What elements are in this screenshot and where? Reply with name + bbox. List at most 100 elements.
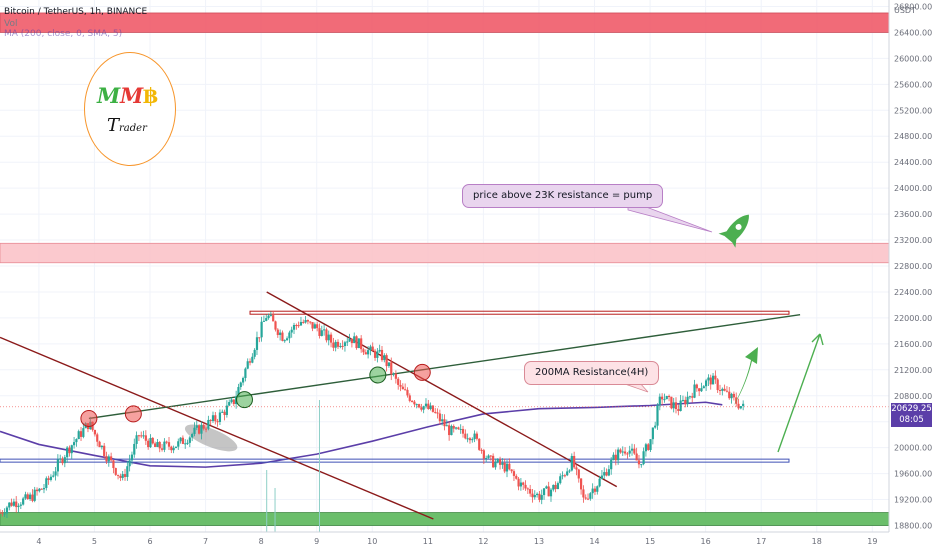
candle-body (742, 403, 745, 407)
candle-body (702, 386, 705, 389)
candle-body (677, 409, 680, 411)
candle-body (327, 334, 330, 341)
candle-body (103, 445, 106, 457)
candle-body (8, 502, 11, 508)
candle-body (202, 424, 205, 429)
candle-body (665, 395, 668, 400)
candle-body (394, 373, 397, 379)
candle-body (54, 471, 57, 476)
candle-body (737, 403, 740, 409)
candle-body (230, 399, 233, 403)
candle-body (438, 413, 441, 422)
candle-body (246, 361, 249, 369)
candle-body (276, 329, 279, 335)
candle-body (415, 404, 418, 406)
candle-body (559, 476, 562, 484)
candle-body (640, 464, 643, 466)
candle-body (360, 338, 363, 350)
candle-body (0, 512, 2, 514)
candle-body (591, 488, 594, 494)
ma-legend[interactable]: MA (200, close, 0, SMA, 5) (4, 29, 123, 39)
arrow-icon (733, 347, 758, 407)
candle-body (399, 384, 402, 387)
candle-body (705, 380, 708, 387)
candle-body (573, 455, 576, 468)
candle-body (735, 397, 738, 404)
candle-body (450, 425, 453, 436)
candle-body (267, 315, 270, 319)
candle-body (110, 456, 113, 461)
candle-body (695, 384, 698, 389)
candle-body (531, 493, 534, 498)
candle-body (334, 341, 337, 348)
candle-body (290, 329, 293, 333)
candle-body (17, 505, 20, 508)
candle-body (244, 368, 247, 378)
candle-body (376, 351, 379, 358)
candle-body (473, 433, 476, 440)
candle-body (635, 453, 638, 461)
y-tick-label: 24400.00 (894, 158, 932, 167)
candle-body (119, 475, 122, 478)
candle-body (385, 355, 388, 367)
last-price-tag: 20629.25 08:05 (891, 403, 932, 427)
candle-body (510, 469, 513, 472)
candle-body (448, 425, 451, 436)
candle-body (116, 474, 120, 476)
candle-body (468, 438, 472, 441)
candle-body (77, 431, 80, 440)
candle-body (147, 440, 150, 448)
candle-body (579, 478, 583, 490)
candle-body (98, 441, 101, 448)
candle-body (404, 389, 407, 391)
drawings (0, 291, 889, 520)
candle-body (549, 489, 553, 497)
time-axis (0, 532, 889, 550)
candle-body (28, 494, 32, 500)
candle-body (105, 456, 108, 462)
candle-body (172, 447, 175, 451)
candle-body (378, 349, 381, 352)
candle-body (19, 504, 22, 506)
candle-body (195, 425, 198, 428)
candle-body (204, 428, 208, 430)
candle-body (12, 501, 15, 506)
candle-body (42, 487, 46, 490)
candle-body (63, 457, 66, 464)
candle-body (647, 444, 650, 450)
candle-body (5, 507, 9, 514)
candle-body (214, 415, 217, 422)
candle-body (570, 455, 573, 471)
candle-body (401, 386, 404, 390)
candle-body (658, 396, 661, 406)
pump-callout[interactable]: price above 23K resistance = pump (462, 184, 664, 208)
candle-body (269, 315, 272, 317)
candle-body (614, 454, 617, 461)
y-tick-label: 19200.00 (894, 496, 932, 505)
candle-body (313, 324, 316, 329)
candle-body (22, 498, 25, 505)
candle-body (649, 439, 652, 450)
candle-body (174, 446, 178, 448)
candle-body (100, 445, 103, 448)
candle-body (436, 412, 439, 414)
candle-body (730, 393, 733, 399)
candle-body (49, 476, 53, 480)
candle-body (556, 483, 560, 490)
x-tick-label: 13 (534, 537, 544, 546)
candle-body (35, 489, 39, 492)
candle-body (612, 454, 615, 461)
top-red-line (249, 310, 790, 315)
candle-body (341, 345, 344, 347)
candle-body (512, 471, 516, 476)
candle-body (410, 400, 414, 402)
descending-line-1 (0, 336, 434, 520)
candle-body (228, 402, 231, 406)
candle-body (630, 448, 634, 451)
candle-body (33, 489, 36, 501)
candle-body (466, 438, 469, 440)
ma-resistance-callout[interactable]: 200MA Resistance(4H) (524, 361, 660, 385)
candle-body (628, 450, 631, 454)
candle-body (59, 458, 62, 460)
